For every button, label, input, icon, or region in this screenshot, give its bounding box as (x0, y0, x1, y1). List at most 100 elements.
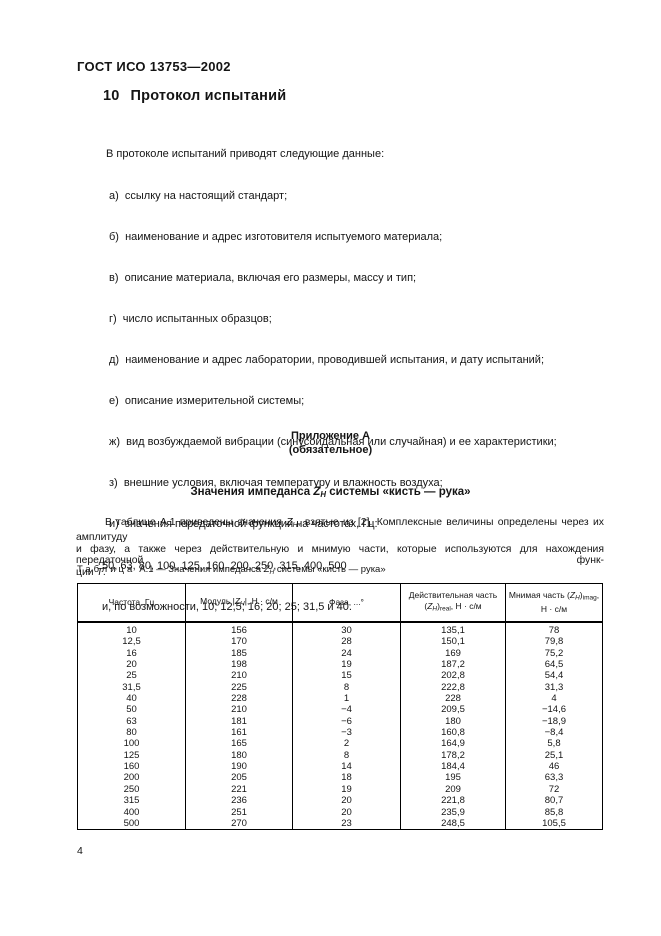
cell-frequency: 10 (77, 622, 186, 637)
cell-imaginary: 4 (505, 693, 603, 705)
table-row: 31,5 225 8 222,8 31,3 (77, 681, 603, 694)
cell-phase: 1 (292, 693, 401, 705)
cell-frequency: 125 (77, 749, 186, 762)
cell-phase: 2 (292, 738, 401, 750)
list-item-i: и) значения передаточной функции на част… (109, 518, 378, 531)
frequencies-line: 50, 63, 80, 100, 125, 160, 200, 250, 315… (102, 559, 347, 572)
paragraph-line-1: В таблице А.1 приведены значения ZH, взя… (76, 517, 604, 543)
symbol-z-subscript: H (320, 490, 327, 499)
cell-imaginary: −14,6 (505, 704, 603, 716)
cell-modulus: 225 (185, 681, 293, 694)
header-modulus: Модуль |ZH|, Н · с/м (185, 583, 293, 623)
symbol-z: Z (234, 595, 241, 606)
cell-real: 178,2 (400, 749, 506, 762)
table-row: 160 190 14 184,4 46 (77, 761, 603, 773)
cell-frequency: 12,5 (77, 636, 186, 648)
header-real-part: Действительная часть (ZH)real, Н · с/м (400, 583, 506, 623)
cell-imaginary: 63,3 (505, 772, 603, 784)
symbol-z: Z (427, 600, 433, 611)
cell-real: 180 (400, 715, 506, 728)
subscript-imag: imag (582, 594, 597, 602)
table-row: 100 165 2 164,9 5,8 (77, 738, 603, 750)
paragraph-line-2: и фазу, а также через действительную и м… (76, 543, 604, 567)
annex-title-text: Значения импеданса (190, 486, 314, 498)
cell-modulus: 181 (185, 715, 293, 728)
cell-real: 150,1 (400, 636, 506, 648)
table-row: 400 251 20 235,9 85,8 (77, 806, 603, 818)
cell-phase: −6 (292, 715, 401, 728)
cell-imaginary: 54,4 (505, 670, 603, 682)
cell-modulus: 198 (185, 659, 293, 671)
page-number: 4 (77, 845, 83, 857)
table-row: 500 270 23 248,5 105,5 (77, 817, 603, 830)
cell-imaginary: 85,8 (505, 806, 603, 818)
cell-real: 235,9 (400, 806, 506, 818)
cell-imaginary: −8,4 (505, 727, 603, 739)
symbol-z: Z (313, 486, 321, 498)
cell-phase: 30 (292, 622, 401, 637)
cell-frequency: 16 (77, 647, 186, 660)
cell-frequency: 400 (77, 806, 186, 818)
list-item-e: е) описание измерительной системы; (109, 395, 305, 408)
header-phase: Фаза, ...° (292, 583, 401, 623)
symbol-z-subscript: H (432, 605, 438, 613)
annex-header: Приложение А (обязательное) (0, 429, 661, 457)
subscript-real: real (439, 605, 451, 613)
cell-phase: 19 (292, 659, 401, 671)
cell-imaginary: 72 (505, 783, 603, 796)
cell-modulus: 251 (185, 806, 293, 818)
paragraph-line-3: ции T. (76, 567, 106, 579)
cell-real: 160,8 (400, 727, 506, 739)
section-heading: 10 Протокол испытаний (103, 88, 286, 104)
cell-imaginary: 5,8 (505, 738, 603, 750)
cell-real: 169 (400, 647, 506, 660)
cell-modulus: 190 (185, 761, 293, 773)
cell-imaginary: 79,8 (505, 636, 603, 648)
cell-imaginary: 80,7 (505, 795, 603, 807)
cell-real: 202,8 (400, 670, 506, 682)
symbol-z: Z (286, 517, 293, 528)
cell-modulus: 210 (185, 670, 293, 682)
cell-real: 195 (400, 772, 506, 784)
cell-real: 184,4 (400, 761, 506, 773)
cell-frequency: 63 (77, 715, 186, 728)
cell-imaginary: 105,5 (505, 817, 603, 830)
impedance-table-body: 10 156 30 135,1 78 12,5 170 28 150,1 79,… (77, 622, 603, 830)
cell-real: 209,5 (400, 704, 506, 716)
annex-paragraph: В таблице А.1 приведены значения ZH, взя… (76, 517, 604, 579)
cell-real: 228 (400, 693, 506, 705)
cell-frequency: 500 (77, 817, 186, 830)
cell-frequency: 160 (77, 761, 186, 773)
table-row: 63 181 −6 180 −18,9 (77, 715, 603, 728)
cell-modulus: 180 (185, 749, 293, 762)
table-row: 16 185 24 169 75,2 (77, 647, 603, 660)
cell-phase: 8 (292, 681, 401, 694)
impedance-table: Частота, Гц Модуль |ZH|, Н · с/м Фаза, .… (77, 583, 603, 831)
table-row: 12,5 170 28 150,1 79,8 (77, 636, 603, 648)
cell-frequency: 315 (77, 795, 186, 807)
cell-modulus: 185 (185, 647, 293, 660)
cell-frequency: 20 (77, 659, 186, 671)
cell-real: 187,2 (400, 659, 506, 671)
symbol-z-subscript: H (292, 522, 298, 529)
cell-modulus: 156 (185, 622, 293, 637)
cell-real: 222,8 (400, 681, 506, 694)
cell-frequency: 31,5 (77, 681, 186, 694)
list-item-zh: ж) вид возбуждаемой вибрации (синусоидал… (109, 436, 557, 449)
cell-frequency: 250 (77, 783, 186, 796)
cell-imaginary: 31,3 (505, 681, 603, 694)
symbol-z-subscript: H (269, 569, 275, 576)
list-item-b: б) наименование и адрес изготовителя исп… (109, 230, 443, 243)
table-row: 80 161 −3 160,8 −8,4 (77, 727, 603, 739)
caption-tail: системы «кисть — рука» (274, 564, 386, 575)
cell-phase: 14 (292, 761, 401, 773)
table-row: 315 236 20 221,8 80,7 (77, 795, 603, 807)
cell-real: 209 (400, 783, 506, 796)
cell-phase: 23 (292, 817, 401, 830)
cell-imaginary: 46 (505, 761, 603, 773)
cell-modulus: 210 (185, 704, 293, 716)
table-row: 20 198 19 187,2 64,5 (77, 659, 603, 671)
impedance-table-header: Частота, Гц Модуль |ZH|, Н · с/м Фаза, .… (77, 583, 603, 623)
annex-kind: (обязательное) (288, 444, 373, 456)
cell-real: 248,5 (400, 817, 506, 830)
